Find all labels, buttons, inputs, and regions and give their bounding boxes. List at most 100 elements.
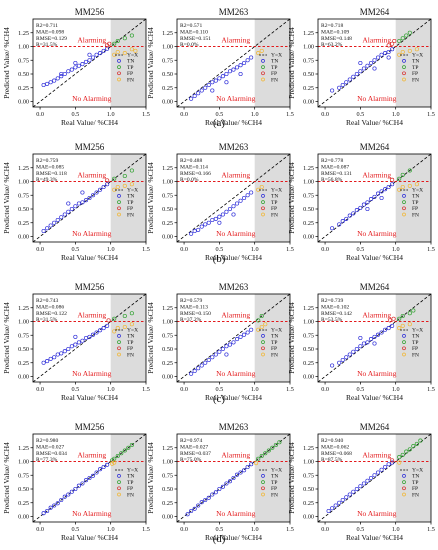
legend-label: TP [412, 65, 418, 71]
data-point-tn [238, 63, 243, 68]
panel-title: MM263 [219, 282, 249, 292]
metric-text: R=37.2% [180, 317, 202, 323]
x-tick-label: 1.5 [286, 386, 294, 393]
y-tick-label: 0.00 [18, 514, 29, 521]
x-axis-label: Real Value/ %CH4 [205, 253, 262, 262]
data-point-tn [73, 204, 78, 209]
data-point-fn [259, 184, 264, 190]
data-point-fn [122, 51, 127, 56]
identity-line [33, 434, 146, 522]
plot-frame [176, 293, 291, 383]
x-tick-label: 0.0 [321, 526, 329, 533]
data-point-tn [245, 58, 250, 63]
data-point-tn [224, 481, 229, 486]
no-alarming-label: No Alarming [72, 369, 112, 378]
y-tick-label: 0.50 [303, 71, 314, 78]
data-point-tn [73, 342, 78, 347]
alarm-shade-region [110, 434, 146, 522]
x-tick-label: 1.0 [107, 386, 115, 393]
data-point-tn [203, 497, 208, 503]
data-point-tn [365, 478, 370, 483]
scatter-panel: MM264 Alarming No Alarming R2=0.778MAE=0.08… [287, 142, 435, 262]
data-point-tn [55, 217, 60, 223]
data-point-tn [242, 195, 247, 201]
data-point-tp [407, 168, 412, 173]
data-point-tn [76, 201, 81, 206]
data-point-tp [397, 38, 402, 44]
legend-label: TP [271, 200, 277, 206]
y-tick-label: 0.50 [162, 206, 173, 213]
plot-content [33, 154, 146, 242]
legend-label: TP [412, 200, 418, 206]
data-point-tn [375, 332, 381, 337]
data-point-tn [390, 323, 395, 328]
data-point-tn [48, 223, 53, 228]
legend-marker-fn [117, 212, 121, 217]
legend-label: Y=X [271, 328, 282, 334]
y-axis-label: Predicted Value/ %CH4 [2, 442, 11, 514]
panel-title: MM264 [360, 142, 390, 152]
identity-line [33, 294, 146, 382]
metric-text: RMSE=0.122 [36, 311, 67, 317]
x-tick-label: 1.5 [286, 246, 294, 253]
data-point-tp [411, 308, 416, 313]
data-point-tn [379, 467, 384, 472]
y-tick-label: 0.25 [162, 85, 173, 92]
alarm-shade-region [110, 19, 146, 107]
legend-label: Y=X [127, 188, 138, 194]
metric-text: RMSE=0.129 [36, 36, 67, 42]
plot-frame [317, 433, 432, 523]
data-point-tn [73, 334, 78, 339]
data-point-tn [73, 65, 78, 70]
data-point-fp [391, 316, 396, 321]
data-point-tn [87, 52, 92, 57]
data-point-fp [392, 38, 397, 44]
x-tick-label: 0.0 [180, 111, 188, 118]
metric-text: R2=0.739 [321, 298, 343, 304]
row-label: (c) [213, 393, 226, 405]
legend-label: Y=X [412, 328, 423, 334]
data-point-tn [94, 52, 99, 57]
identity-line [318, 434, 431, 522]
data-point-tp [266, 448, 271, 453]
metric-text: R2=0.980 [36, 438, 58, 444]
metric-text: R2=0.974 [180, 438, 202, 444]
panel-title: MM264 [360, 7, 390, 17]
data-point-tp [256, 456, 261, 461]
data-point-tn [379, 195, 384, 201]
data-point-tn [101, 464, 106, 470]
y-tick-label: 0.25 [162, 360, 173, 367]
data-point-tn [330, 363, 335, 368]
legend-label: TP [127, 340, 133, 346]
data-point-tn [351, 74, 356, 79]
x-axis-label: Real Value/ %CH4 [61, 253, 118, 262]
x-tick-label: 0.0 [180, 246, 188, 253]
data-point-tp [400, 36, 405, 41]
data-point-tn [361, 66, 366, 71]
legend-label: TP [271, 480, 277, 486]
no-alarming-label: No Alarming [72, 229, 112, 238]
data-point-tn [330, 506, 335, 511]
data-point-tn [333, 503, 338, 508]
legend-marker-fn [402, 352, 406, 357]
data-point-tn [87, 334, 92, 339]
x-tick-label: 0.5 [72, 386, 80, 393]
data-point-tn [206, 82, 211, 88]
data-point-fn [407, 183, 412, 188]
plot-frame [32, 153, 147, 243]
data-point-tn [192, 228, 197, 234]
data-point-fn [115, 326, 120, 331]
plot-content [177, 19, 290, 107]
data-point-tn [83, 198, 89, 203]
alarm-shade-region [110, 154, 146, 242]
y-axis-label: Predicted Value/ %CH4 [146, 442, 155, 514]
data-point-tn [210, 217, 215, 223]
legend-label: FN [127, 352, 134, 358]
data-point-tn [69, 344, 74, 349]
x-tick-label: 0.0 [321, 386, 329, 393]
data-point-tn [365, 63, 370, 68]
data-point-tn [189, 508, 194, 514]
legend-label: FP [127, 206, 133, 212]
alarm-shade-region [254, 19, 290, 107]
data-point-tp [112, 316, 117, 321]
